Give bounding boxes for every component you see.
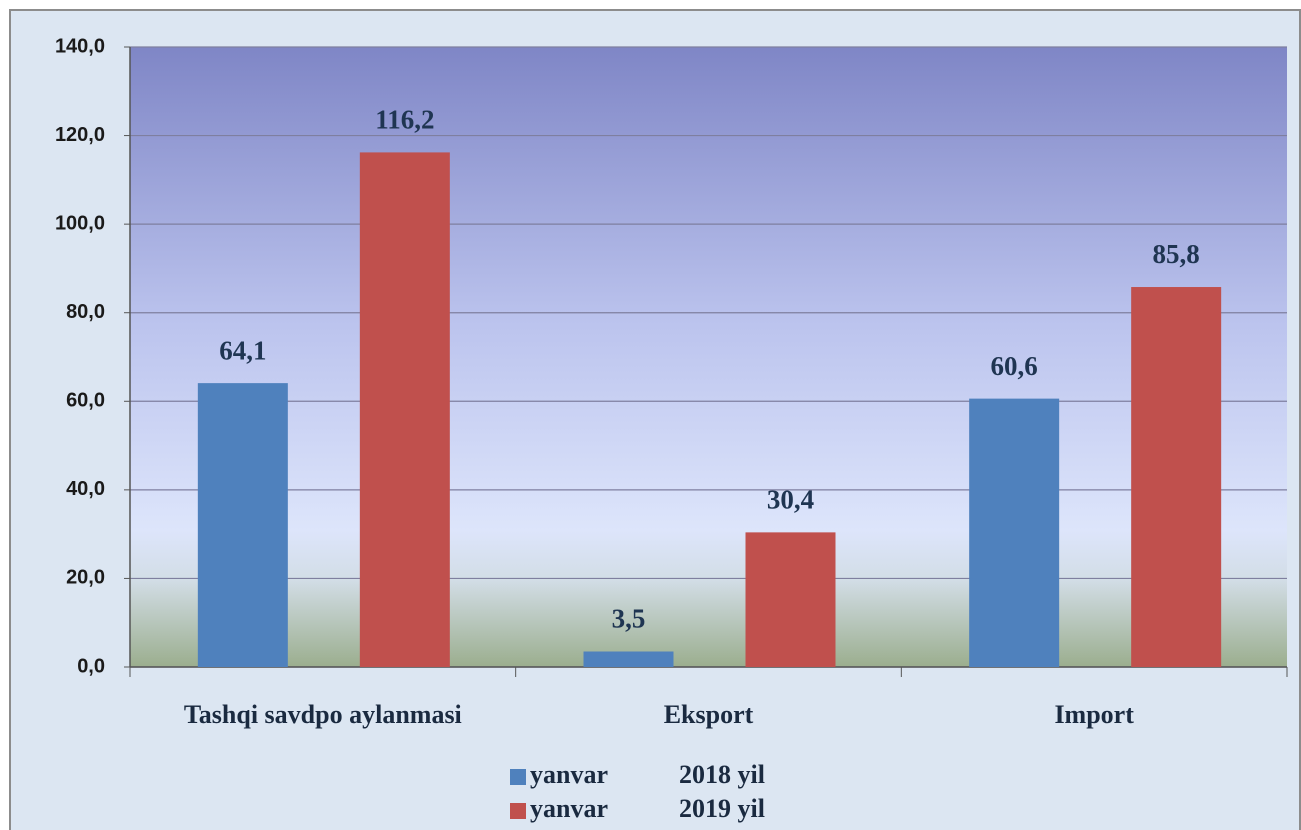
y-tick-label: 20,0 xyxy=(66,567,105,589)
x-tick-label: Eksport xyxy=(664,700,754,729)
bar xyxy=(359,152,450,667)
bar xyxy=(969,398,1060,667)
data-label: 64,1 xyxy=(219,335,266,365)
data-label: 3,5 xyxy=(612,604,646,634)
data-label: 85,8 xyxy=(1153,239,1200,269)
y-tick-label: 40,0 xyxy=(66,478,105,500)
y-tick-label: 140,0 xyxy=(55,35,105,57)
legend-swatch xyxy=(510,803,526,819)
data-label: 60,6 xyxy=(991,351,1038,381)
y-tick-label: 60,0 xyxy=(66,390,105,412)
bar xyxy=(1131,287,1222,667)
y-tick-label: 0,0 xyxy=(77,655,105,677)
legend-swatch xyxy=(510,769,526,785)
bar xyxy=(583,651,674,667)
y-tick-label: 120,0 xyxy=(55,124,105,146)
x-tick-label: Tashqi savdpo aylanmasi xyxy=(184,700,462,729)
data-label: 30,4 xyxy=(767,485,814,515)
bar xyxy=(197,383,288,667)
legend-label: yanvar 2018 yil xyxy=(530,760,765,789)
y-tick-label: 80,0 xyxy=(66,301,105,323)
data-label: 116,2 xyxy=(375,105,434,135)
legend-label: yanvar 2019 yil xyxy=(530,794,765,823)
x-tick-label: Import xyxy=(1054,700,1134,729)
bar xyxy=(745,532,836,667)
y-tick-label: 100,0 xyxy=(55,212,105,234)
plot-area xyxy=(130,47,1287,667)
